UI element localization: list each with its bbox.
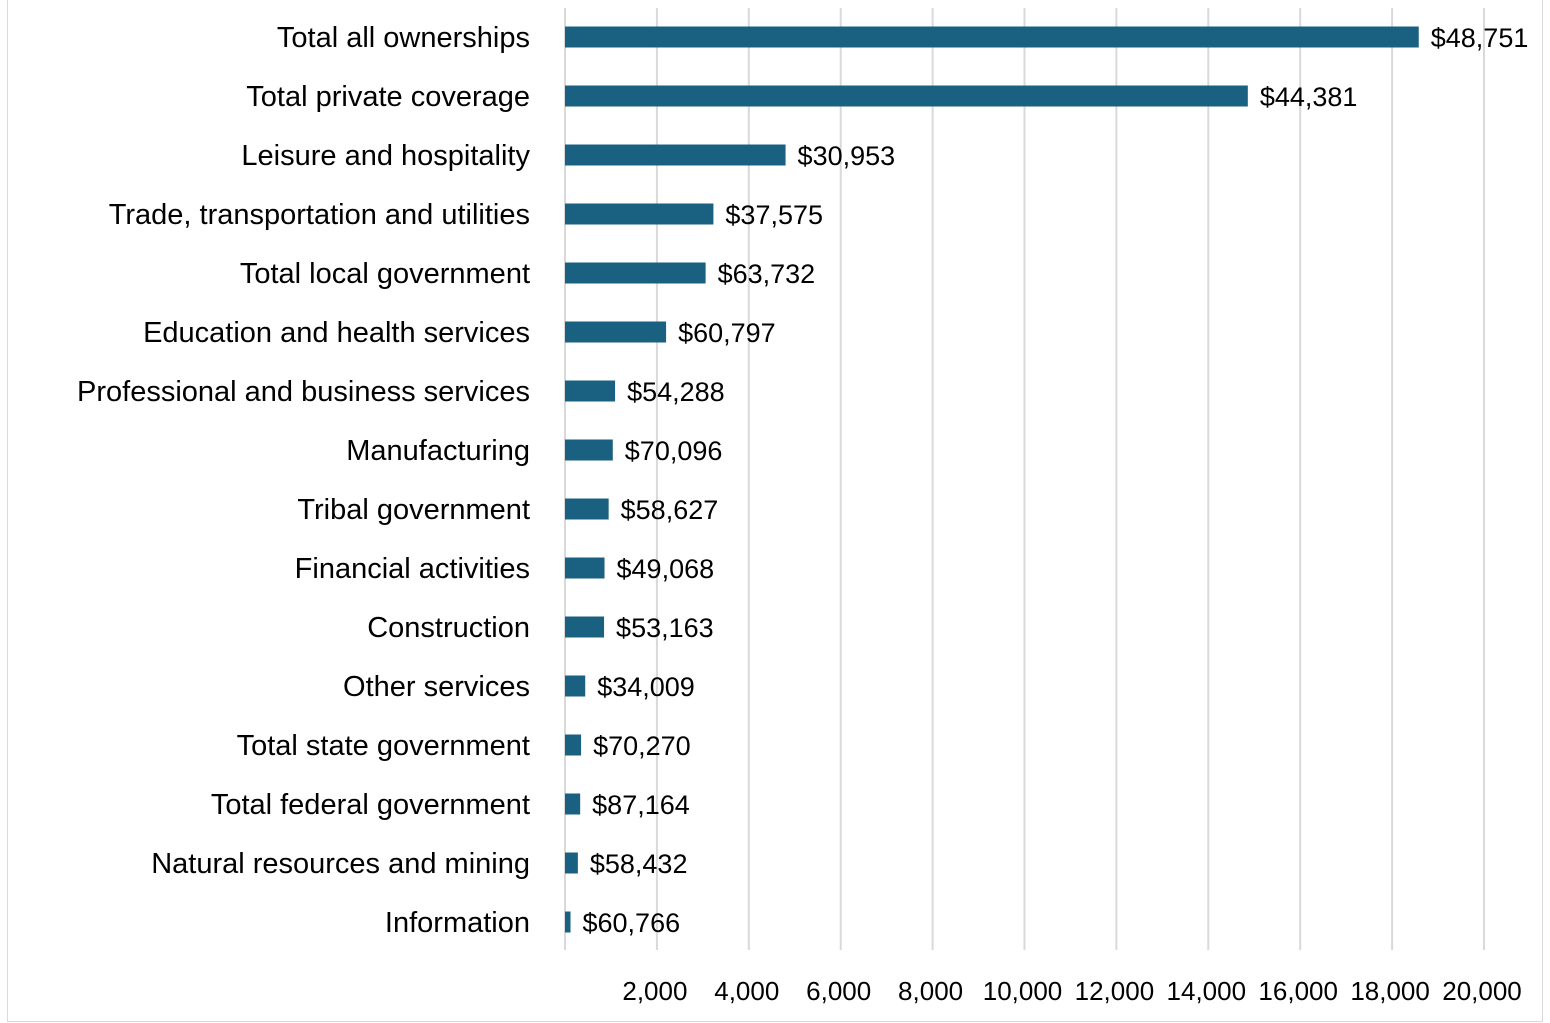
data-label-4: $63,732 — [718, 259, 816, 289]
bar-13 — [565, 793, 581, 815]
x-tick-label-5: 12,000 — [1075, 976, 1155, 1006]
category-label-15: Information — [385, 907, 530, 939]
category-label-2: Leisure and hospitality — [241, 140, 530, 172]
data-label-11: $34,009 — [597, 672, 695, 702]
category-label-7: Manufacturing — [346, 435, 530, 467]
bar-6 — [565, 380, 616, 402]
data-label-2: $30,953 — [798, 141, 896, 171]
data-label-13: $87,164 — [592, 790, 690, 820]
bar-10 — [565, 616, 605, 638]
bar-1 — [565, 85, 1248, 107]
data-label-10: $53,163 — [616, 613, 714, 643]
category-label-3: Trade, transportation and utilities — [109, 199, 530, 231]
data-label-1: $44,381 — [1260, 82, 1358, 112]
bar-15 — [565, 911, 571, 933]
bar-3 — [565, 203, 714, 225]
category-label-0: Total all ownerships — [277, 22, 530, 54]
bar-8 — [565, 498, 609, 520]
category-label-14: Natural resources and mining — [151, 848, 530, 880]
data-label-8: $58,627 — [621, 495, 719, 525]
category-label-8: Tribal government — [297, 494, 530, 526]
bar-2 — [565, 144, 786, 166]
bar-5 — [565, 321, 667, 343]
x-tick-label-7: 16,000 — [1258, 976, 1338, 1006]
data-label-0: $48,751 — [1431, 23, 1529, 53]
x-tick-label-4: 10,000 — [983, 976, 1063, 1006]
category-label-12: Total state government — [237, 730, 530, 762]
x-tick-label-3: 8,000 — [898, 976, 963, 1006]
data-label-9: $49,068 — [617, 554, 715, 584]
data-label-15: $60,766 — [583, 908, 681, 938]
x-tick-label-6: 14,000 — [1167, 976, 1247, 1006]
bar-0 — [565, 26, 1419, 48]
x-tick-label-0: 2,000 — [622, 976, 687, 1006]
data-label-3: $37,575 — [725, 200, 823, 230]
x-tick-label-9: 20,000 — [1442, 976, 1522, 1006]
bar-9 — [565, 557, 605, 579]
category-label-4: Total local government — [240, 258, 530, 290]
bar-14 — [565, 852, 578, 874]
category-label-5: Education and health services — [143, 317, 530, 349]
data-label-6: $54,288 — [627, 377, 725, 407]
data-label-7: $70,096 — [625, 436, 723, 466]
category-label-9: Financial activities — [295, 553, 530, 585]
category-label-10: Construction — [367, 612, 530, 644]
x-tick-label-2: 6,000 — [806, 976, 871, 1006]
category-label-6: Professional and business services — [77, 376, 530, 408]
x-tick-label-8: 18,000 — [1350, 976, 1430, 1006]
bar-12 — [565, 734, 582, 756]
data-label-12: $70,270 — [593, 731, 691, 761]
chart-frame — [7, 0, 1543, 1022]
data-label-5: $60,797 — [678, 318, 776, 348]
x-tick-label-1: 4,000 — [714, 976, 779, 1006]
category-label-1: Total private coverage — [246, 81, 530, 113]
bar-4 — [565, 262, 706, 284]
category-label-13: Total federal government — [211, 789, 530, 821]
bar-11 — [565, 675, 586, 697]
bar-7 — [565, 439, 613, 461]
category-label-11: Other services — [343, 671, 530, 703]
data-label-14: $58,432 — [590, 849, 688, 879]
